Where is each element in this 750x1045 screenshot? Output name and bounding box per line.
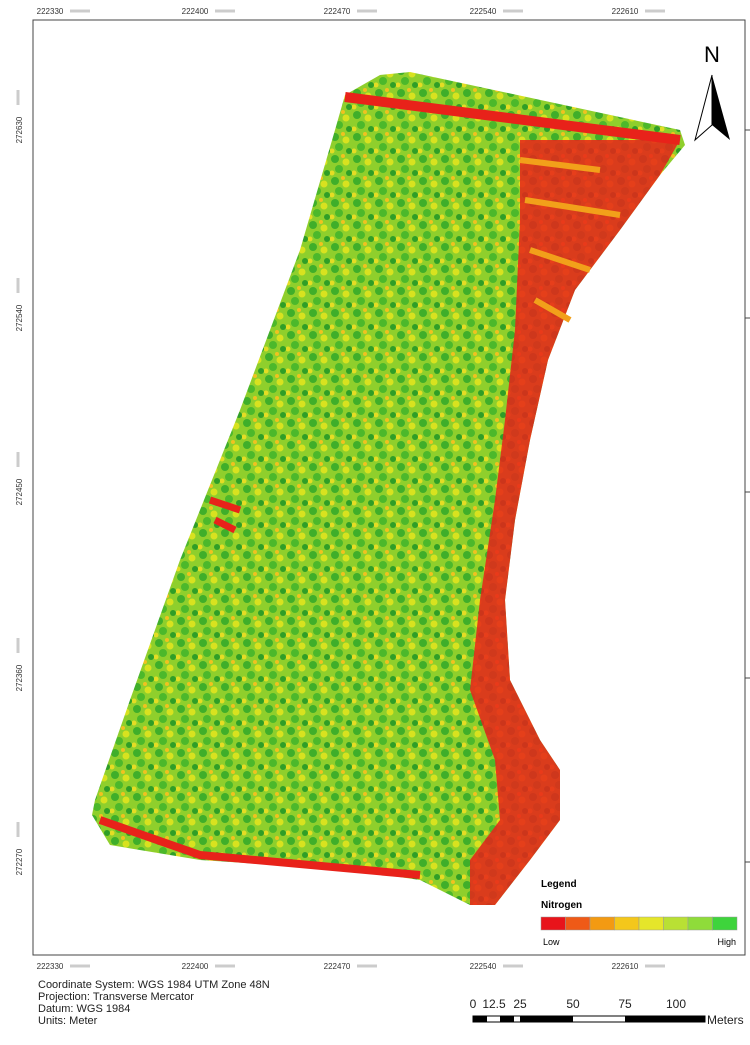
footer-line: Coordinate System: WGS 1984 UTM Zone 48N [38, 979, 270, 991]
map-page: N 222330 222330 222400 222400 222470 222470 22… [0, 0, 750, 1040]
scale-label: 50 [566, 997, 580, 1011]
x-coord-label: 222470 [324, 962, 351, 971]
legend-low: Low [543, 937, 560, 947]
scale-segment [625, 1016, 705, 1022]
x-coord-label: 222540 [470, 7, 497, 16]
legend-swatch [590, 917, 615, 930]
scale-segment [500, 1016, 514, 1022]
legend: Legend Nitrogen Low High [536, 872, 742, 950]
legend-swatch [713, 917, 738, 930]
legend-swatch [664, 917, 689, 930]
x-coord-label: 222540 [470, 962, 497, 971]
north-label: N [704, 42, 720, 67]
scale-unit: Meters [707, 1013, 744, 1027]
legend-swatches [541, 917, 737, 930]
x-coord-label: 222330 [37, 7, 64, 16]
footer-line: Units: Meter [38, 1015, 98, 1027]
scale-label: 0 [470, 997, 477, 1011]
y-coord-label: 272450 [15, 478, 24, 505]
x-coord-label: 222400 [182, 962, 209, 971]
scale-bar: 0 12.5 25 50 75 100 Meters [470, 997, 744, 1027]
legend-swatch [541, 917, 566, 930]
x-coord-label: 222400 [182, 7, 209, 16]
legend-title: Legend [541, 879, 577, 890]
scale-label: 75 [618, 997, 632, 1011]
legend-swatch [639, 917, 664, 930]
x-coord-label: 222610 [612, 7, 639, 16]
scale-segment [520, 1016, 573, 1022]
y-coord-label: 272270 [15, 848, 24, 875]
legend-high: High [717, 937, 736, 947]
footer-line: Projection: Transverse Mercator [38, 991, 194, 1003]
x-coord-label: 222330 [37, 962, 64, 971]
legend-layer: Nitrogen [541, 900, 582, 911]
footer: Coordinate System: WGS 1984 UTM Zone 48N… [38, 979, 270, 1027]
y-coord-label: 272540 [15, 304, 24, 331]
x-coord-label: 222470 [324, 7, 351, 16]
y-coord-label: 272360 [15, 664, 24, 691]
legend-swatch [566, 917, 591, 930]
x-coord-label: 222610 [612, 962, 639, 971]
scale-label: 12.5 [482, 997, 506, 1011]
footer-line: Datum: WGS 1984 [38, 1003, 130, 1015]
scale-segment [473, 1016, 487, 1022]
scale-label: 25 [513, 997, 527, 1011]
legend-swatch [615, 917, 640, 930]
y-coord-label: 272630 [15, 116, 24, 143]
legend-swatch [688, 917, 713, 930]
scale-label: 100 [666, 997, 686, 1011]
